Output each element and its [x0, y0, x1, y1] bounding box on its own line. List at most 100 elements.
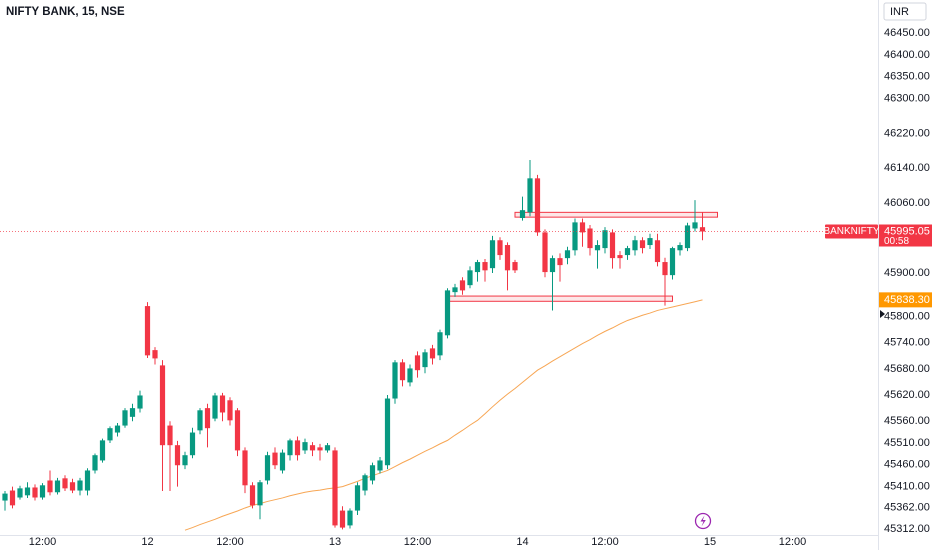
candle-body — [242, 450, 248, 486]
candle-body — [339, 510, 346, 528]
candle-body — [369, 465, 376, 481]
symbol-box — [825, 224, 878, 239]
candle-body — [174, 445, 181, 466]
candle-body — [167, 425, 173, 446]
candle-body — [294, 440, 301, 456]
candle-body — [354, 485, 361, 511]
x-tick-label: 12:00 — [779, 536, 807, 548]
x-tick-label: 15 — [704, 536, 716, 548]
candle-body — [332, 450, 338, 526]
candle-body — [624, 248, 631, 256]
last-price-label: 45995.05 — [884, 225, 930, 237]
x-tick-label: 14 — [516, 536, 528, 548]
candle-body — [669, 248, 676, 276]
y-tick-label: 46400.00 — [884, 49, 930, 61]
y-tick-label: 45410.00 — [884, 481, 930, 493]
candle-body — [504, 245, 511, 271]
axis-marker — [880, 310, 885, 318]
candle-body — [444, 290, 451, 336]
candle-body — [129, 408, 136, 417]
currency[interactable]: INR — [890, 6, 909, 18]
candle-body — [527, 178, 533, 213]
y-tick-label: 45460.00 — [884, 459, 930, 471]
currency-box[interactable] — [883, 2, 927, 21]
candle-body — [152, 350, 158, 359]
candle-body — [9, 490, 16, 506]
y-tick-label: 45510.00 — [884, 437, 930, 449]
candle-body — [122, 410, 128, 426]
candle-body — [602, 230, 608, 249]
candle-body — [414, 355, 421, 371]
x-tick-label: 12:00 — [591, 536, 619, 548]
candle-body — [317, 447, 323, 451]
candle-body — [662, 262, 668, 276]
candle-body — [324, 445, 331, 451]
candle-body — [459, 280, 466, 291]
candle-body — [99, 440, 106, 461]
candle-body — [639, 240, 646, 249]
candle-body — [542, 232, 548, 273]
x-tick-label: 12:00 — [216, 536, 244, 548]
candle-body — [257, 482, 263, 506]
candle-body — [452, 287, 458, 293]
candle-body — [249, 485, 256, 506]
candle-body — [377, 460, 383, 471]
candle-body — [684, 225, 691, 249]
candle-body — [609, 232, 616, 259]
candle-body — [617, 255, 623, 259]
x-tick-label: 12:00 — [404, 536, 432, 548]
y-tick-label: 46140.00 — [884, 162, 930, 174]
candle-body — [384, 398, 391, 466]
candle-body — [39, 485, 46, 498]
candle-body — [572, 222, 578, 251]
candle-body — [482, 262, 488, 271]
y-tick-label: 45800.00 — [884, 310, 930, 322]
candle-body — [137, 395, 143, 409]
symbol-label: BANKNIFTY — [823, 226, 879, 237]
candle-body — [234, 410, 241, 451]
candle-body — [474, 262, 481, 273]
y-tick-label: 46300.00 — [884, 92, 930, 104]
lightning-icon[interactable] — [694, 512, 712, 530]
ma-price-label: 45838.30 — [884, 294, 930, 306]
candle-body — [204, 408, 211, 429]
y-tick-label: 45312.00 — [884, 523, 930, 535]
zone — [447, 295, 673, 302]
candle-body — [24, 487, 31, 496]
y-tick-label: 45900.00 — [884, 267, 930, 279]
chart-title: NIFTY BANK, 15, NSE — [6, 6, 125, 18]
candle-body — [594, 245, 601, 251]
y-tick-label: 46350.00 — [884, 71, 930, 83]
y-tick-label: 45362.00 — [884, 501, 930, 513]
candle-body — [429, 348, 436, 359]
candle-body — [114, 425, 121, 433]
candle-body — [189, 432, 196, 456]
candle-body — [362, 475, 368, 491]
candle-body — [422, 352, 428, 368]
y-tick-label: 45680.00 — [884, 363, 930, 375]
candle-body — [159, 365, 166, 446]
candle-body — [489, 240, 496, 269]
x-tick-label: 12:00 — [29, 536, 57, 548]
candle-body — [632, 240, 638, 251]
candle-body — [32, 487, 38, 498]
icon-bolt[interactable] — [700, 515, 706, 527]
candle-body — [212, 395, 218, 419]
candle-body — [272, 452, 278, 466]
y-tick-label: 46450.00 — [884, 27, 930, 39]
candle-body — [534, 178, 541, 233]
candle-body — [62, 478, 68, 489]
candle-body — [437, 332, 443, 356]
ma-price-box — [879, 292, 932, 308]
candle-body — [279, 452, 286, 471]
candle-body — [699, 227, 706, 232]
candle-body — [182, 455, 188, 466]
candle-body — [467, 270, 473, 286]
candle-body — [17, 488, 23, 498]
countdown-label: 00:58 — [884, 236, 909, 247]
candle-body — [197, 410, 203, 431]
candle-body — [302, 442, 308, 451]
candle-body — [107, 428, 113, 441]
